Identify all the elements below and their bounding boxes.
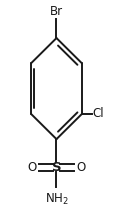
Text: O: O [27,161,36,174]
Text: S: S [52,161,61,174]
Text: O: O [77,161,86,174]
Text: Br: Br [50,5,63,18]
Text: NH$_2$: NH$_2$ [45,192,68,207]
Text: Cl: Cl [93,107,104,120]
